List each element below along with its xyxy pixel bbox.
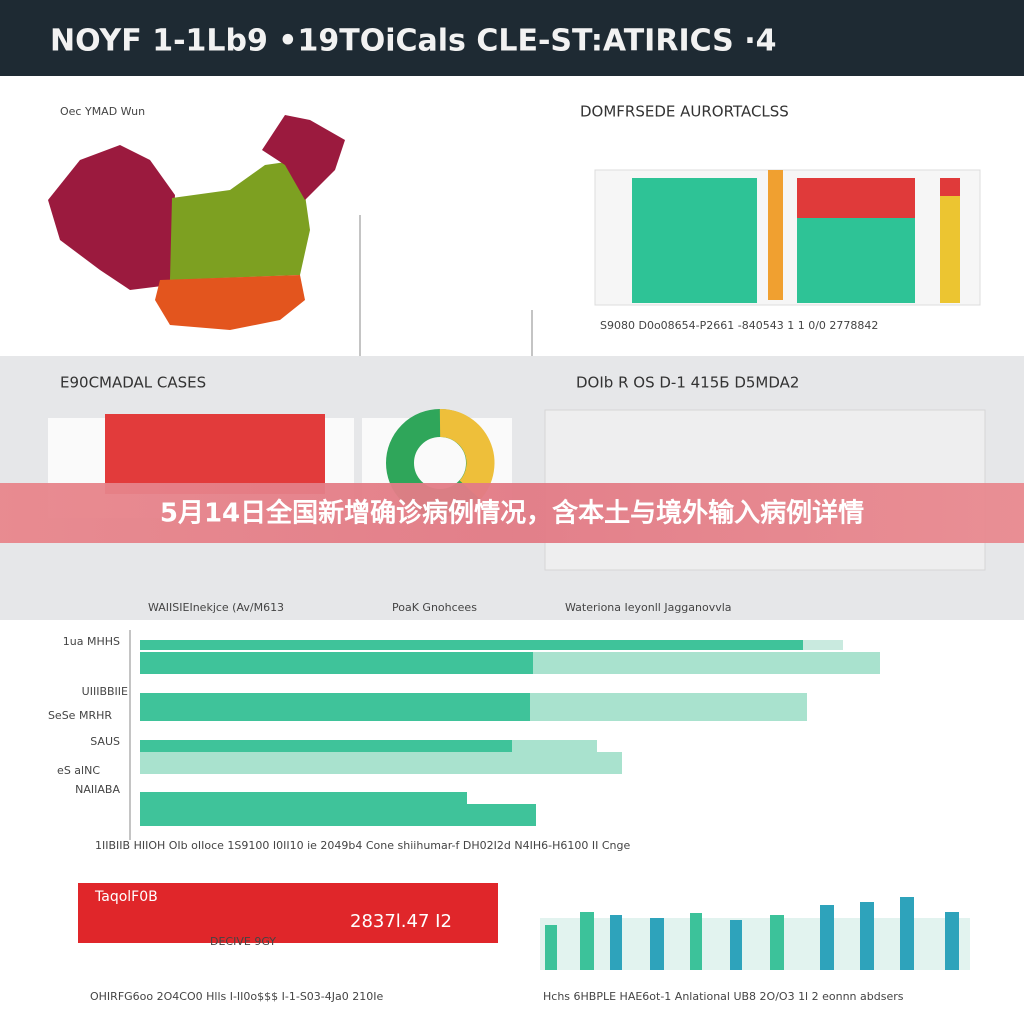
header-title: NOYF 1-1Lb9 •19TOiCals CLE-ST:ATIRICS ·4 <box>50 24 777 59</box>
cases-title: E90CMADAL CASES <box>60 374 206 392</box>
banner <box>0 483 1024 543</box>
bars-title: PoaK Gnohcees <box>392 601 477 614</box>
bars-caption: 1IIBIIB HIIOH OIb oIIoce 1S9100 I0II10 i… <box>95 839 630 852</box>
header-bar <box>0 0 1024 76</box>
bottom-left-caption: OHIRFG6oo 2O4CO0 Hlls I-II0o$$$ I-1-S03-… <box>90 990 383 1003</box>
bar-label: SeSe MRHR <box>48 709 112 722</box>
bar-label: UIIIBBIIE <box>82 685 128 698</box>
banner-text: 5月14日全国新增确诊病例情况，含本土与境外输入病例详情 <box>160 498 864 529</box>
bottom-left-label: TaqolF0B <box>94 889 158 905</box>
top-chart-title: DOMFRSEDE AURORTACLSS <box>580 103 789 121</box>
top-chart-caption: S9080 D0o08654-P2661 -840543 1 1 0/0 277… <box>600 319 878 332</box>
donut <box>439 408 495 500</box>
map-title: Oec YMAD Wun <box>60 105 145 118</box>
bottom-left-sub: DECIVE 9GY <box>210 935 276 948</box>
bar-label: SAUS <box>90 735 120 748</box>
cases-bar <box>105 414 325 494</box>
bar-label: NAIIABA <box>75 783 120 796</box>
bars-title: Wateriona Ieyonll Jagganovvla <box>565 601 732 614</box>
bars-title: WAIISIEInekjce (Av/M613 <box>148 601 284 614</box>
bottom-right-caption: Hchs 6HBPLE HAE6ot-1 Anlational UB8 2O/O… <box>543 990 904 1003</box>
bar-label: eS alNC <box>57 764 100 777</box>
bottom-left-value: 2837l.47 I2 <box>350 911 452 932</box>
trend-title: DOIb R OS D-1 415Б D5MDA2 <box>576 374 799 392</box>
map <box>48 115 345 330</box>
h-bars <box>140 640 880 826</box>
bottom-left-panel <box>78 883 498 943</box>
top-chart <box>594 169 981 306</box>
bar-label: 1ua MHHS <box>63 635 120 648</box>
bottom-right-chart <box>540 897 970 970</box>
